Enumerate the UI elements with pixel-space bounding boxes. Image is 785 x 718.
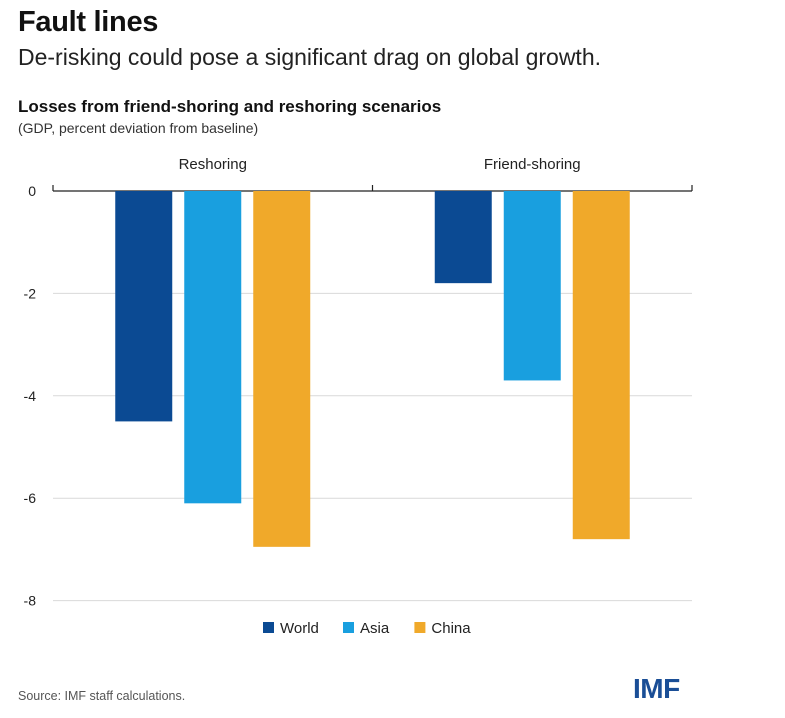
legend-label-china: China <box>431 620 471 637</box>
bar-china-reshoring <box>253 191 311 547</box>
y-tick-label: -8 <box>24 593 37 609</box>
legend-label-world: World <box>280 620 319 637</box>
legend-swatch-china <box>414 622 426 633</box>
subhead: De-risking could pose a significant drag… <box>18 44 601 70</box>
legend-swatch-world <box>263 622 274 633</box>
chart-subtitle: (GDP, percent deviation from baseline) <box>18 120 259 136</box>
y-tick-label: -2 <box>24 285 37 301</box>
y-tick-label: -4 <box>24 388 37 404</box>
bar-world-reshoring <box>115 191 173 422</box>
imf-logo: IMF <box>633 673 680 704</box>
y-tick-label: -6 <box>24 490 37 506</box>
source-note: Source: IMF staff calculations. <box>18 689 186 703</box>
panel-label: Friend-shoring <box>484 156 581 173</box>
chart-title: Losses from friend-shoring and reshoring… <box>18 97 442 116</box>
headline: Fault lines <box>18 6 159 38</box>
bar-asia-friend-shoring <box>503 191 561 381</box>
bar-asia-reshoring <box>184 191 242 504</box>
y-tick-label: 0 <box>28 183 36 199</box>
legend-label-asia: Asia <box>360 620 390 637</box>
bar-china-friend-shoring <box>572 191 630 540</box>
bar-world-friend-shoring <box>434 191 492 284</box>
legend-swatch-asia <box>343 622 354 633</box>
panel-label: Reshoring <box>179 156 247 173</box>
